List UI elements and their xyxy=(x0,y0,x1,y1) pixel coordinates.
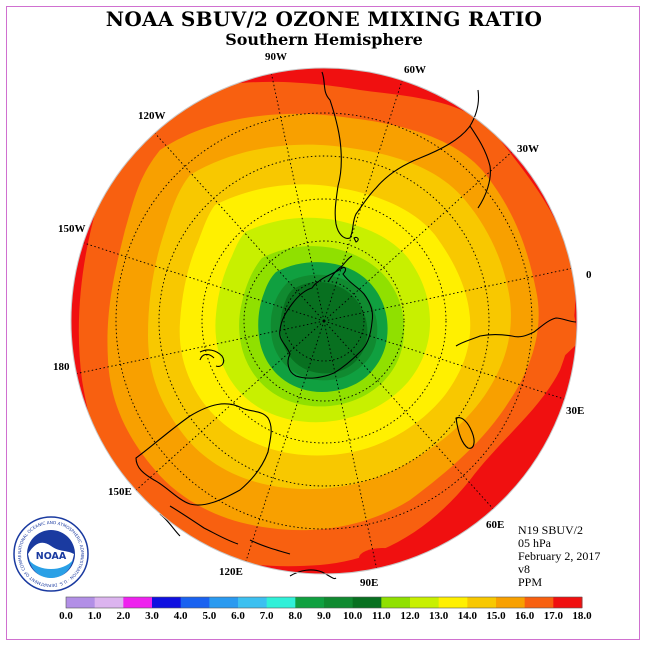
logo-wave xyxy=(29,560,73,578)
colorbar-tick-label: 9.0 xyxy=(317,610,331,622)
longitude-label: 30W xyxy=(517,143,539,155)
colorbar-swatch xyxy=(410,597,440,608)
coastlines xyxy=(135,71,577,580)
colorbar-swatch xyxy=(180,597,210,608)
map-subtitle: Southern Hemisphere xyxy=(225,30,423,49)
colorbar-swatch xyxy=(381,597,411,608)
colorbar-tick-label: 6.0 xyxy=(231,610,245,622)
longitude-label: 150W xyxy=(58,223,86,235)
graticule xyxy=(76,73,572,569)
colorbar-swatch xyxy=(467,597,497,608)
orange-tail-0 xyxy=(557,290,577,360)
colorbar-swatch xyxy=(94,597,124,608)
south-america-coast xyxy=(321,71,491,239)
colorbar-tick-label: 5.0 xyxy=(202,610,216,622)
longitude-label: 30E xyxy=(566,405,584,417)
falklands-coast xyxy=(353,236,359,243)
colorbar-swatch xyxy=(324,597,354,608)
australia-coast xyxy=(135,403,272,506)
colorbar-swatch xyxy=(66,597,96,608)
antarctic-peninsula xyxy=(327,255,353,283)
colorbar-tick-label: 7.0 xyxy=(260,610,274,622)
colorbar-tick-label: 3.0 xyxy=(145,610,159,622)
antarctica-coast xyxy=(279,266,374,379)
colorbar-tick-label: 0.0 xyxy=(59,610,73,622)
madagascar-coast xyxy=(455,417,475,449)
longitude-label: 0 xyxy=(586,269,592,281)
longitude-label: 120E xyxy=(219,566,243,578)
zone-lt8 xyxy=(280,282,368,374)
figure-frame xyxy=(6,6,640,640)
colorbar-tick-label: 8.0 xyxy=(288,610,302,622)
colorbar-tick-label: 2.0 xyxy=(116,610,130,622)
colorbar-tick-label: 16.0 xyxy=(515,610,535,622)
info-date: February 2, 2017 xyxy=(518,549,601,563)
colorbar-tick-label: 1.0 xyxy=(88,610,102,622)
longitude-label: 90W xyxy=(265,51,287,63)
colorbar-swatch xyxy=(152,597,182,608)
colorbar-swatch xyxy=(266,597,296,608)
map-boundary xyxy=(70,67,578,575)
info-units: PPM xyxy=(518,575,543,589)
info-panel: N19 SBUV/2 05 hPa February 2, 2017 v8 PP… xyxy=(518,524,600,589)
colorbar-swatch xyxy=(238,597,268,608)
longitude-label: 120W xyxy=(138,110,166,122)
colorbar-tick-label: 10.0 xyxy=(343,610,363,622)
colorbar-tick-label: 18.0 xyxy=(572,610,592,622)
colorbar-swatch xyxy=(295,597,325,608)
colorbar-tick-label: 11.0 xyxy=(372,610,391,622)
colorbar-swatch xyxy=(209,597,239,608)
info-satellite: N19 SBUV/2 xyxy=(518,523,584,537)
noaa-logo: NATIONAL OCEANIC AND ATMOSPHERIC ADMINIS… xyxy=(13,516,89,592)
colorbar: 0.0 1.0 2.0 3.0 4.0 5.0 6.0 7.0 8.0 9.0 10.0 11.0 12… xyxy=(59,596,592,622)
info-level: 05 hPa xyxy=(518,536,551,550)
info-version: v8 xyxy=(518,562,530,576)
colorbar-swatch xyxy=(496,597,526,608)
map-title: NOAA SBUV/2 OZONE MIXING RATIO xyxy=(105,7,543,31)
colorbar-tick-label: 17.0 xyxy=(544,610,564,622)
colorbar-swatch xyxy=(438,597,468,608)
logo-text: NOAA xyxy=(36,551,67,562)
longitude-label: 90E xyxy=(360,577,378,589)
new-zealand-coast xyxy=(199,349,225,367)
colorbar-swatch xyxy=(553,597,583,608)
colorbar-swatch xyxy=(524,597,554,608)
colorbar-tick-label: 14.0 xyxy=(458,610,478,622)
red-patch-90e xyxy=(359,548,407,568)
africa-coast xyxy=(455,317,577,347)
colorbar-tick-label: 13.0 xyxy=(429,610,449,622)
colorbar-tick-label: 15.0 xyxy=(486,610,506,622)
colorbar-tick-label: 4.0 xyxy=(174,610,188,622)
longitude-label: 150E xyxy=(108,486,132,498)
longitude-labels: 0 30W 60W 90W 120W 150W 180 150E 120E 90E 60E 30E xyxy=(53,51,592,589)
colorbar-border xyxy=(65,596,583,609)
colorbar-swatch xyxy=(352,597,382,608)
colorbar-swatch xyxy=(123,597,153,608)
southeast-asia-coast xyxy=(289,569,337,580)
longitude-label: 180 xyxy=(53,361,70,373)
colorbar-tick-label: 12.0 xyxy=(400,610,420,622)
longitude-label: 60W xyxy=(404,64,426,76)
longitude-label: 60E xyxy=(486,519,504,531)
ozone-field xyxy=(71,68,577,574)
